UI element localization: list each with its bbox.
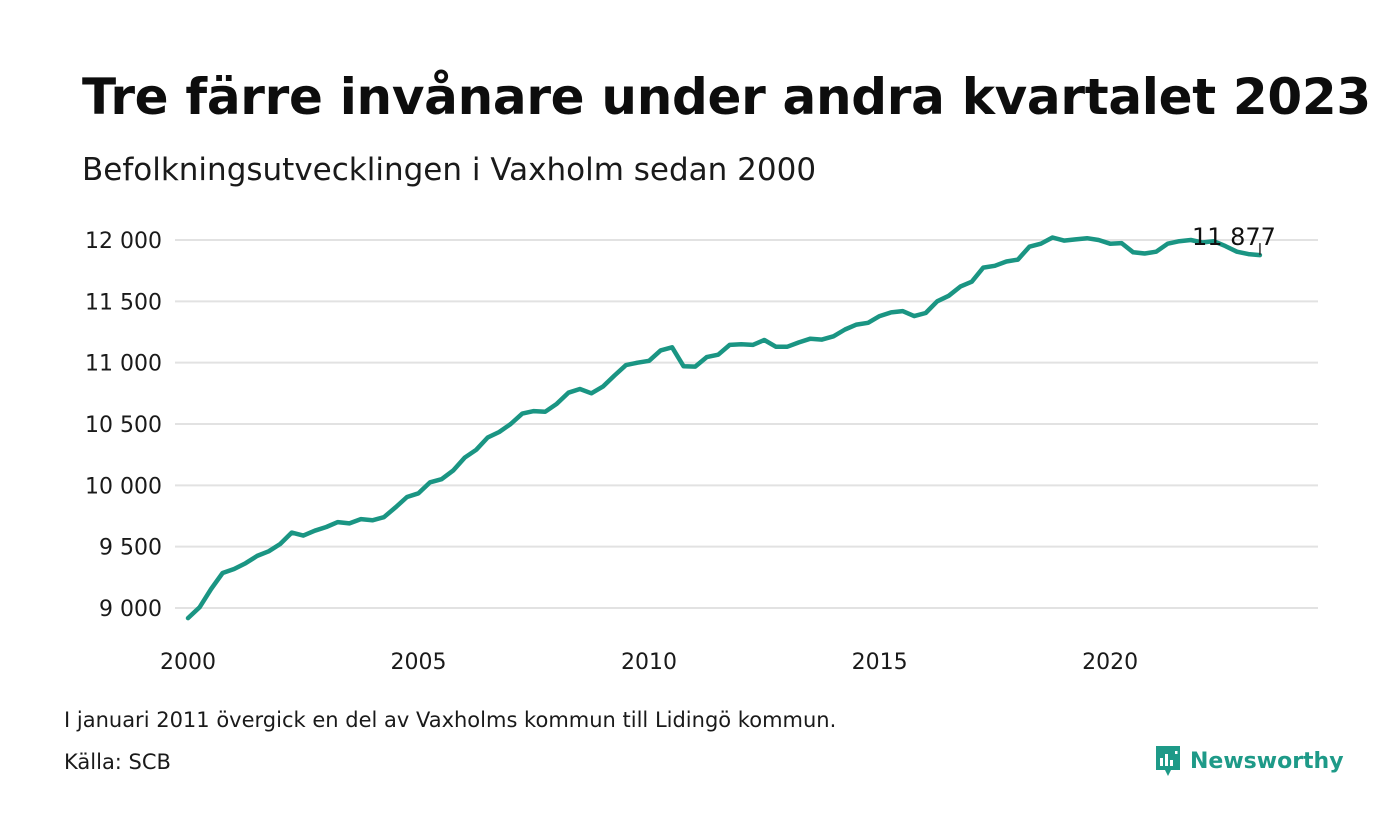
y-axis-ticks: 9 000 9 500 10 000 10 500 11 000 11 500 12 000 (85, 229, 162, 622)
y-tick-label: 11 500 (85, 290, 162, 315)
grid-lines (175, 239, 1318, 609)
chart-footnote: I januari 2011 övergick en del av Vaxhol… (64, 708, 837, 732)
population-line (185, 235, 1263, 621)
x-axis-ticks: 2000 2005 2010 2015 2020 (160, 650, 1138, 675)
x-tick-label: 2015 (852, 650, 908, 675)
chart-subtitle: Befolkningsutvecklingen i Vaxholm sedan … (82, 152, 817, 188)
y-tick-label: 9 500 (99, 536, 162, 561)
line-chart: 9 000 9 500 10 000 10 500 11 000 11 500 12 000… (85, 223, 1318, 675)
x-tick-label: 2020 (1082, 650, 1138, 675)
chart-source: Källa: SCB (64, 750, 171, 774)
x-tick-label: 2000 (160, 650, 216, 675)
series-layer (185, 235, 1263, 621)
brand-name: Newsworthy (1190, 748, 1344, 774)
chart-title: Tre färre invånare under andra kvartalet… (82, 68, 1371, 126)
x-tick-label: 2010 (621, 650, 677, 675)
brand-logo: Newsworthy (1154, 744, 1344, 778)
x-tick-label: 2005 (391, 650, 447, 675)
y-tick-label: 10 500 (85, 413, 162, 438)
y-tick-label: 11 000 (85, 352, 162, 377)
y-tick-label: 9 000 (99, 597, 162, 622)
newsworthy-logo-icon (1156, 746, 1180, 776)
y-tick-label: 12 000 (85, 229, 162, 254)
end-value-label: 11 877 (1192, 223, 1276, 251)
label-layer: 11 877 (1192, 223, 1276, 256)
y-tick-label: 10 000 (85, 474, 162, 499)
